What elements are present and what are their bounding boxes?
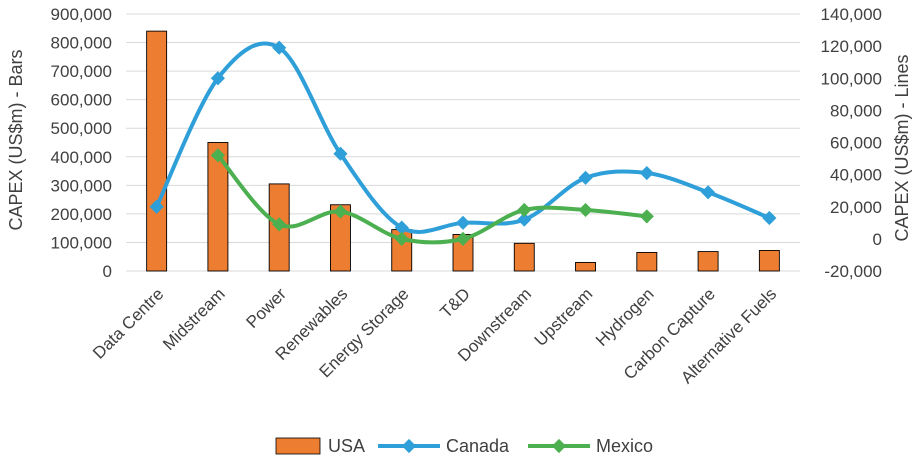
category-label-data-centre: Data Centre: [89, 284, 167, 362]
right-tick-label: 140,000: [821, 5, 882, 24]
right-axis-title: CAPEX (US$m) - Lines: [892, 54, 912, 241]
right-tick-label: 100,000: [821, 69, 882, 88]
marker-canada-downstream: [517, 212, 532, 227]
category-label-hydrogen: Hydrogen: [592, 284, 658, 350]
bar-hydrogen: [636, 251, 658, 272]
right-tick-label: 40,000: [830, 166, 882, 185]
legend-marker-canada: [401, 438, 417, 454]
left-tick-label: 0: [103, 262, 112, 281]
left-tick-label: 600,000: [51, 91, 112, 110]
legend-label-mexico: Mexico: [596, 436, 653, 456]
right-tick-label: 60,000: [830, 134, 882, 153]
legend-item-canada: Canada: [378, 436, 510, 456]
category-label-midstream: Midstream: [159, 284, 229, 354]
left-axis-ticks: 900,000 800,000 700,000 600,000 500,000 400,0…: [51, 5, 112, 281]
right-tick-label: 80,000: [830, 101, 882, 120]
left-tick-label: 900,000: [51, 5, 112, 24]
bar-upstream: [575, 261, 596, 272]
left-tick-label: 700,000: [51, 62, 112, 81]
marker-canada-t-d: [455, 215, 471, 230]
marker-canada-alternative-fuels: [762, 210, 777, 226]
marker-mexico-power: [272, 217, 287, 232]
category-label-power: Power: [243, 284, 291, 332]
category-label-upstream: Upstream: [531, 284, 597, 350]
marker-canada-power: [272, 40, 287, 55]
legend-swatch-usa: [275, 437, 321, 455]
line-canada: [154, 41, 772, 234]
legend-item-usa: USA: [275, 436, 365, 456]
marker-canada-data-centre: [149, 199, 164, 214]
marker-mexico-hydrogen: [639, 209, 654, 224]
marker-mexico-midstream: [210, 148, 225, 163]
bar-alternative-fuels: [758, 249, 780, 272]
marker-mexico-upstream: [578, 202, 593, 218]
legend-item-mexico: Mexico: [528, 436, 653, 456]
bar-downstream: [513, 242, 535, 272]
left-tick-label: 300,000: [51, 176, 112, 195]
marker-canada-upstream: [578, 170, 593, 185]
series-lines: [149, 40, 777, 246]
left-tick-label: 100,000: [51, 233, 112, 252]
marker-canada-carbon-capture: [701, 185, 716, 200]
right-tick-label: -20,000: [824, 262, 882, 281]
bar-data-centre: [146, 30, 168, 272]
marker-mexico-downstream: [517, 202, 532, 218]
legend: USA Canada Mexico: [275, 436, 653, 456]
legend-label-usa: USA: [328, 436, 365, 456]
left-tick-label: 800,000: [51, 34, 112, 53]
bar-carbon-capture: [697, 251, 719, 272]
left-axis-title: CAPEX (US$m) - Bars: [6, 49, 26, 230]
marker-canada-hydrogen: [639, 165, 654, 181]
marker-canada-renewables: [333, 146, 348, 161]
left-tick-label: 500,000: [51, 119, 112, 138]
marker-mexico-energy-storage: [394, 231, 409, 246]
marker-mexico-renewables: [333, 204, 348, 219]
category-label-t-d: T&D: [436, 284, 473, 321]
left-tick-label: 200,000: [51, 205, 112, 224]
right-tick-label: 120,000: [821, 37, 882, 56]
right-axis-ticks: 140,000 120,000 100,000 80,000 60,000 40,000 2…: [821, 5, 882, 281]
bar-midstream: [207, 142, 229, 272]
marker-mexico-t-d: [455, 231, 471, 246]
marker-canada-energy-storage: [394, 220, 409, 235]
legend-label-canada: Canada: [446, 436, 510, 456]
right-tick-label: 20,000: [830, 198, 882, 217]
left-tick-label: 400,000: [51, 148, 112, 167]
right-tick-label: 0: [873, 230, 882, 249]
legend-marker-mexico: [551, 438, 567, 454]
